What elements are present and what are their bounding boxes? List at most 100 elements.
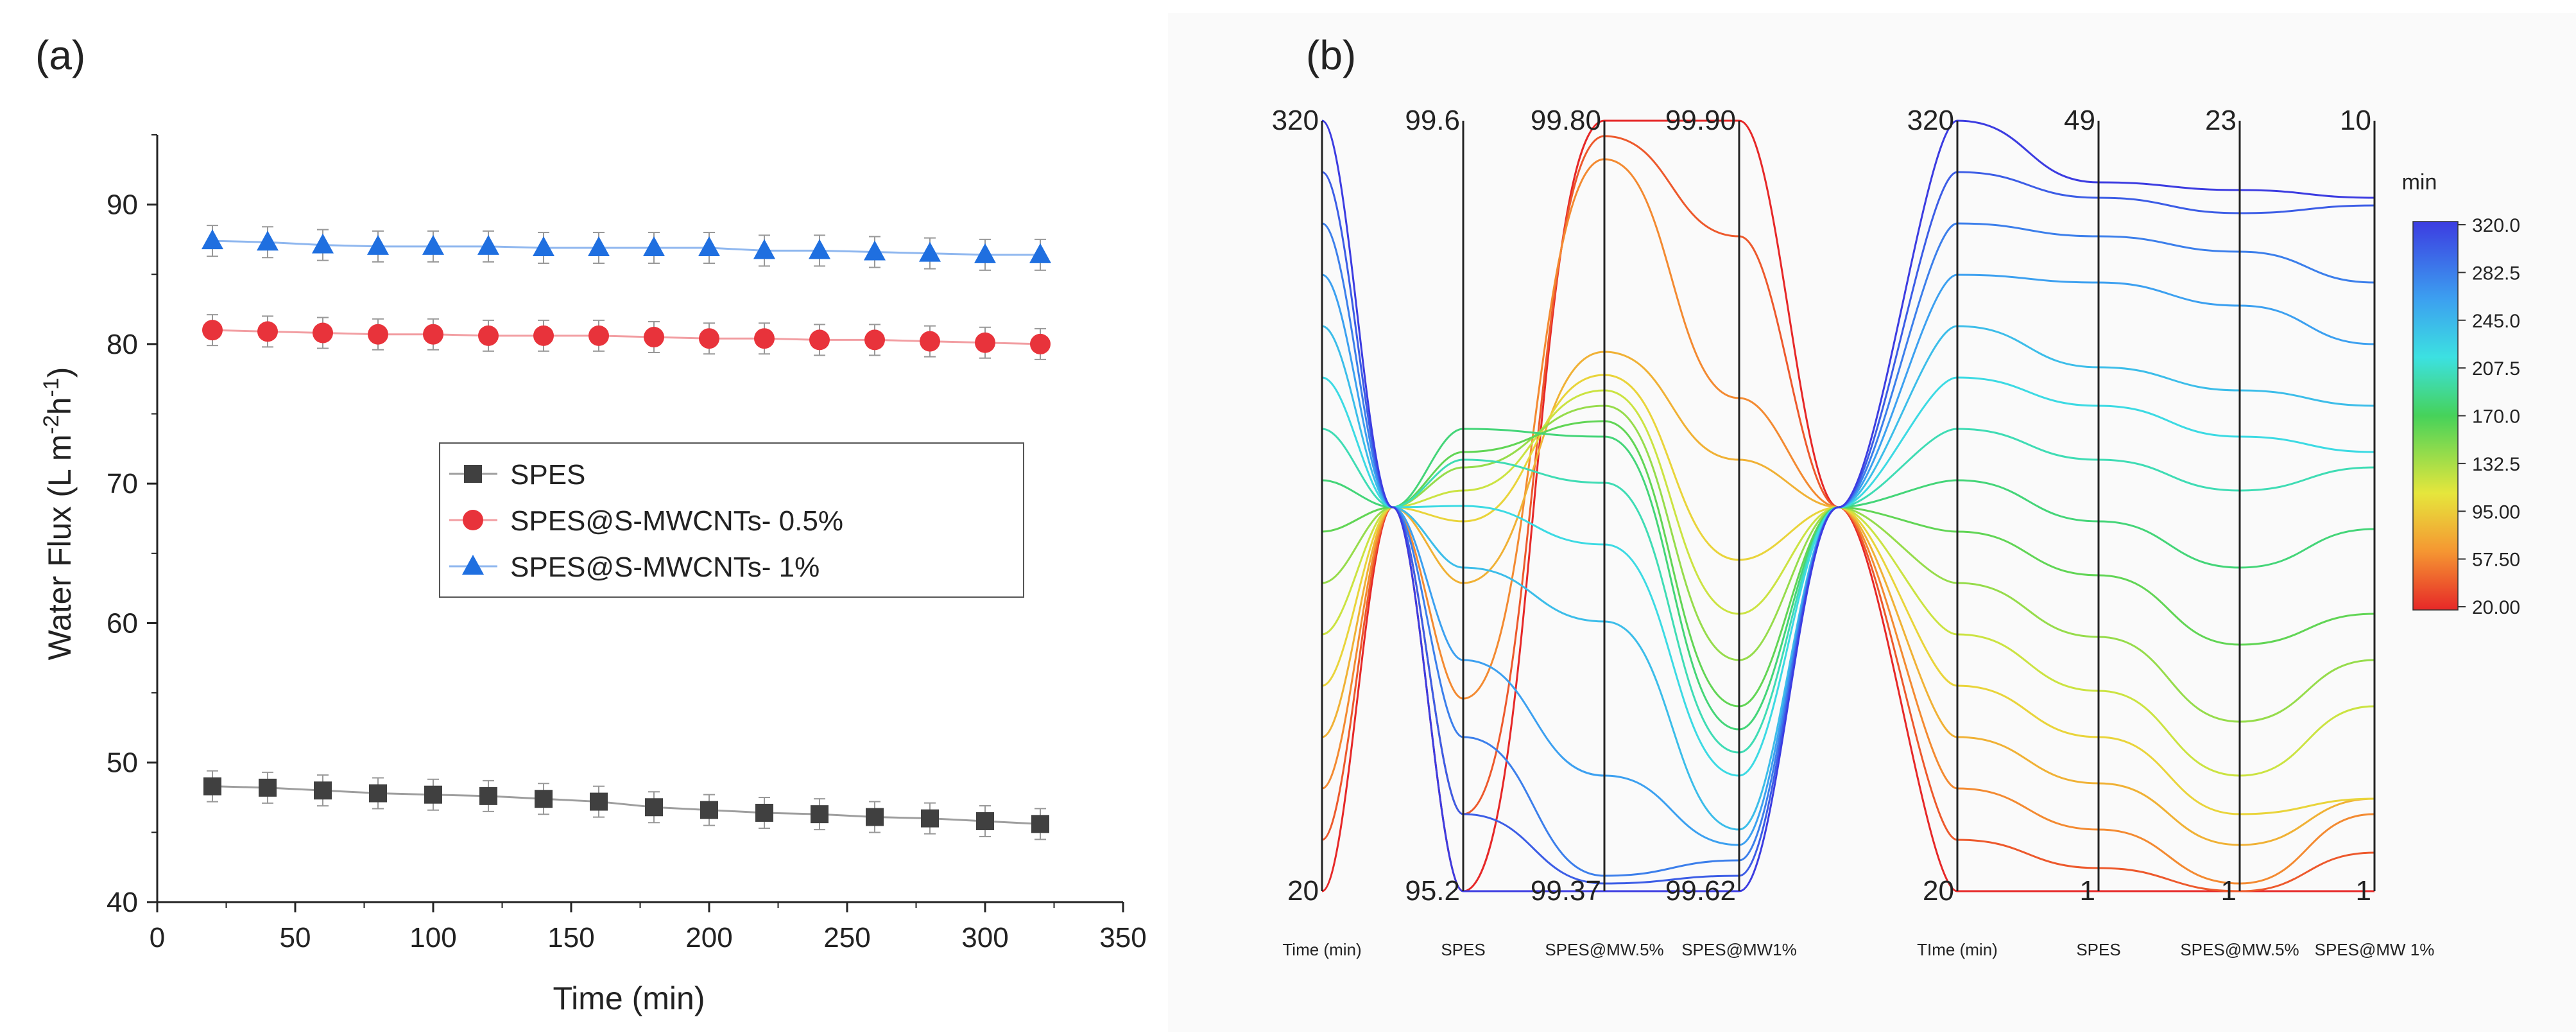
data-point: [700, 801, 718, 819]
data-point: [976, 812, 994, 830]
series-curve-right: [1739, 171, 2375, 877]
data-point: [811, 805, 829, 824]
axis-bottom-label: 1: [2080, 875, 2095, 907]
data-point: [1030, 333, 1051, 354]
data-point: [477, 234, 499, 255]
y-tick-label: 40: [107, 887, 138, 918]
legend-label: SPES@S-MWCNTs- 0.5%: [510, 505, 843, 537]
data-point: [479, 787, 497, 805]
data-point: [643, 236, 665, 256]
axis-name: SPES@MW 1%: [2315, 940, 2435, 959]
axis-top-label: 99.80: [1531, 105, 1601, 136]
series-curve-right: [1739, 506, 2375, 723]
data-point: [921, 809, 939, 828]
series-curve-right: [1739, 376, 2375, 777]
series-line-0: [212, 785, 1041, 825]
series-curve-right: [1739, 235, 2375, 892]
data-point: [699, 328, 719, 349]
series-curve-left: [1321, 325, 1740, 831]
series-curve-left: [1321, 389, 1740, 636]
colorbar: min 320.0 282.5 245.0 207.5 170.0 132.5 95.00 5…: [2402, 170, 2520, 618]
data-point: [974, 243, 996, 263]
data-point: [202, 320, 223, 341]
axis-bottom-label: 1: [2356, 875, 2371, 907]
x-tick-label: 150: [547, 922, 594, 953]
series-line-1: [212, 329, 1041, 345]
data-point: [920, 331, 940, 352]
data-point: [698, 236, 720, 256]
series-line-2: [212, 239, 1040, 256]
colorbar-gradient: [2412, 221, 2459, 611]
axis-top-label: 49: [2064, 105, 2095, 136]
series-curve-left: [1321, 404, 1740, 661]
legend: SPES SPES@S-MWCNTs- 0.5% SPES@S-MWCNTs- 1%: [439, 442, 1024, 598]
data-point: [1029, 243, 1051, 263]
axis-bottom-label: 99.37: [1531, 875, 1601, 907]
data-point: [312, 233, 334, 254]
data-point: [809, 239, 830, 259]
x-tick-label: 50: [280, 922, 311, 953]
data-point: [588, 236, 610, 256]
data-point: [754, 328, 775, 349]
data-point: [864, 240, 886, 261]
x-tick-label: 0: [150, 922, 165, 953]
series-curve-left: [1321, 158, 1740, 790]
x-axis-label: Time (min): [553, 980, 705, 1016]
colorbar-tick-label: 245.0: [2472, 311, 2520, 332]
axis-bottom-label: 20: [1923, 875, 1954, 907]
axis-top-label: 10: [2340, 105, 2371, 136]
series-curve-right: [1739, 119, 2375, 892]
data-point: [753, 239, 775, 259]
data-point: [975, 332, 995, 353]
axis-name: SPES: [1441, 940, 1485, 959]
x-tick-label: 250: [823, 922, 870, 953]
series-curve-right: [1739, 506, 2375, 815]
data-point: [1031, 815, 1049, 833]
x-tick-label: 300: [961, 922, 1008, 953]
y-tick-label: 90: [107, 189, 138, 221]
data-point: [533, 325, 554, 346]
series-curve-left: [1321, 376, 1740, 777]
series-curve-right: [1739, 428, 2375, 754]
legend-box: [439, 442, 1024, 598]
colorbar-tick-label: 132.5: [2472, 454, 2520, 475]
data-point: [422, 234, 444, 255]
data-point: [257, 321, 278, 342]
x-tick-label: 200: [685, 922, 732, 953]
series-curve-left: [1321, 428, 1740, 754]
series-curve-right: [1739, 458, 2375, 846]
axis-bottom-label: 20: [1287, 875, 1319, 907]
data-point: [755, 803, 773, 822]
panel-b-parallel-coordinates: (b) 320 20 Time (min) 99.6 95.2 SPES 99.80 99.3…: [1168, 13, 2576, 1032]
axis-bottom-label: 95.2: [1405, 875, 1460, 907]
series-curve-left: [1321, 222, 1740, 877]
axis-name: SPES@MW.5%: [1545, 940, 1663, 959]
colorbar-tick-label: 95.00: [2472, 501, 2520, 523]
data-point: [314, 781, 332, 800]
data-point: [202, 229, 223, 250]
data-point: [313, 322, 333, 344]
axis-name: SPES@MW.5%: [2180, 940, 2299, 959]
legend-marker: [462, 555, 484, 575]
data-point: [423, 324, 443, 345]
series-curve-left: [1321, 119, 1739, 892]
data-point: [424, 785, 442, 804]
data-point: [535, 790, 553, 808]
series-curve-left: [1321, 374, 1740, 687]
series-curve-right: [1739, 479, 2375, 731]
axis-bottom-label: 99.62: [1665, 875, 1736, 907]
axis-top-label: 99.90: [1665, 105, 1736, 136]
panel-label-b: (b): [1306, 32, 1356, 78]
panel-a-water-flux-chart: (a) 0 50 100 150 200 250 300 350 40 50 60 70 80 90 Ti…: [0, 0, 1168, 1032]
data-point: [478, 325, 499, 346]
series-curve-right: [1739, 397, 2375, 885]
legend-label: SPES: [510, 459, 585, 491]
legend-marker: [464, 465, 482, 483]
axis-top-label: 320: [1907, 105, 1954, 136]
data-point: [644, 327, 664, 348]
series-curve-left: [1321, 171, 1740, 885]
series-curve-left: [1321, 428, 1740, 731]
colorbar-title: min: [2402, 170, 2437, 195]
data-point: [259, 778, 277, 797]
data-point: [809, 329, 830, 351]
